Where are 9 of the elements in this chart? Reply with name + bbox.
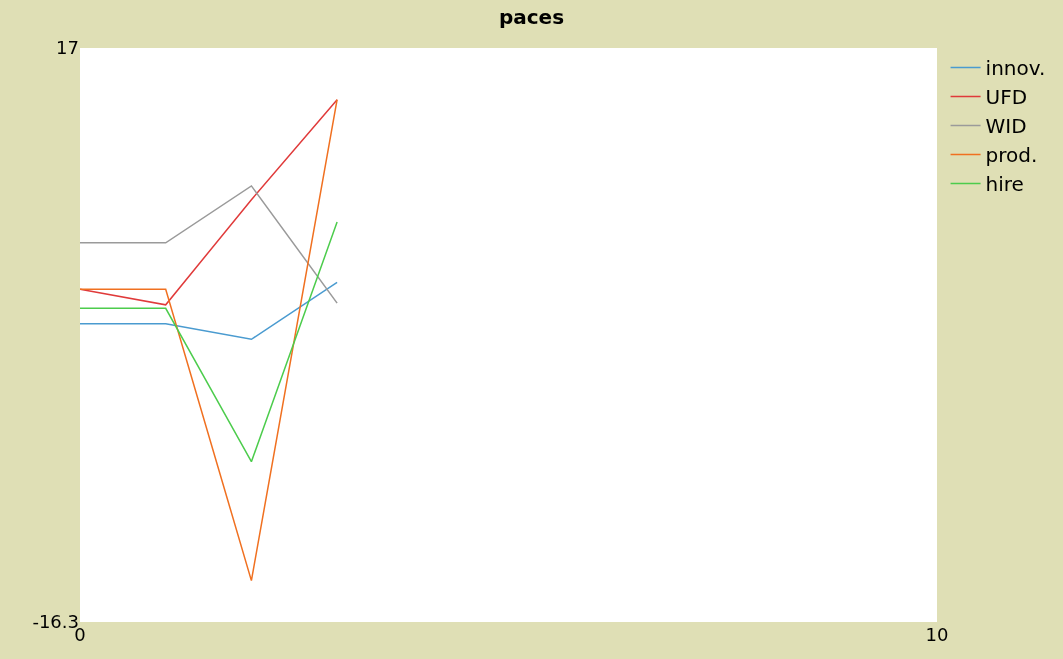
- legend-label: WID: [985, 114, 1027, 139]
- legend-label: UFD: [985, 85, 1028, 110]
- legend-label: prod.: [985, 143, 1038, 168]
- chart-title: paces: [498, 4, 565, 29]
- line-series: [80, 98, 338, 306]
- y-tick-label: 17: [56, 37, 79, 59]
- x-tick-label: 10: [925, 624, 949, 645]
- legend-label: innov.: [985, 56, 1046, 81]
- legend-label: hire: [985, 172, 1024, 197]
